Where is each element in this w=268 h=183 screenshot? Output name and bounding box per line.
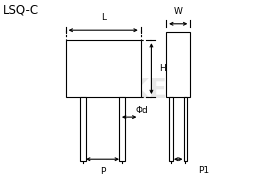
Text: L: L bbox=[101, 13, 106, 22]
Text: H: H bbox=[159, 64, 166, 73]
Bar bbox=[66, 40, 141, 97]
Bar bbox=[184, 97, 187, 161]
Text: P: P bbox=[100, 167, 105, 175]
Bar bbox=[166, 32, 190, 97]
Text: P1: P1 bbox=[198, 166, 210, 175]
Bar bbox=[80, 97, 86, 161]
Text: W: W bbox=[174, 7, 183, 16]
Text: Φd: Φd bbox=[135, 106, 148, 115]
Bar bbox=[119, 97, 125, 161]
Text: TOKEN: TOKEN bbox=[89, 79, 190, 104]
Text: LSQ-C: LSQ-C bbox=[3, 4, 39, 17]
Bar bbox=[169, 97, 173, 161]
